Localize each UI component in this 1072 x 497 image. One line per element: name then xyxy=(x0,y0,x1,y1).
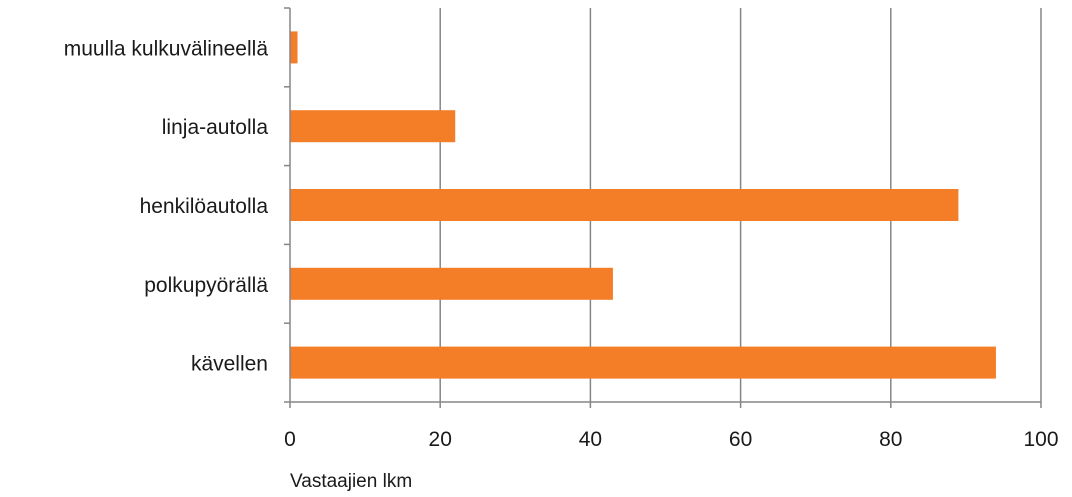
x-tick-label: 100 xyxy=(1023,428,1058,451)
x-axis-title: Vastaajien lkm xyxy=(290,471,412,492)
x-tick-labels: 0 20 40 60 80 100 xyxy=(284,428,1058,451)
category-label: kävellen xyxy=(191,353,268,376)
axes xyxy=(289,8,1041,403)
category-label: polkupyörällä xyxy=(144,274,268,297)
category-label: muulla kulkuvälineellä xyxy=(64,37,269,60)
bar-0 xyxy=(290,346,996,379)
bar-3 xyxy=(290,110,456,143)
category-label: henkilöautolla xyxy=(140,195,269,218)
bars xyxy=(290,31,996,379)
x-tick-label: 20 xyxy=(429,428,452,451)
x-tick-label: 0 xyxy=(284,428,296,451)
bar-2 xyxy=(290,189,959,221)
category-labels: kävellen polkupyörällä henkilöautolla linja… xyxy=(64,37,269,375)
x-tick-label: 40 xyxy=(579,428,602,451)
bar-4 xyxy=(290,31,298,64)
category-label: linja-autolla xyxy=(162,116,269,139)
bar-1 xyxy=(290,267,613,300)
x-tick-label: 60 xyxy=(729,428,752,451)
x-tick-label: 80 xyxy=(879,428,902,451)
